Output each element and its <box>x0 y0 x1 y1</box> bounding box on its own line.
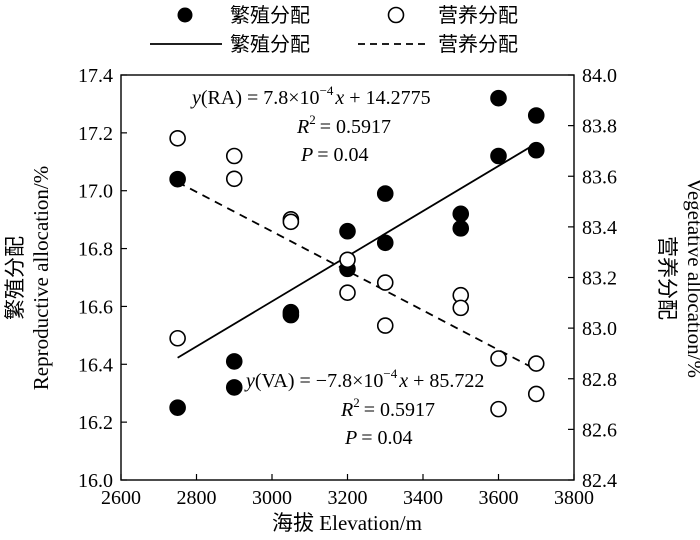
fit-lines <box>177 142 537 371</box>
left-y-tick-label: 16.0 <box>78 470 113 492</box>
ra-equation: y(RA) = 7.8×10−4 x + 14.2775 <box>190 83 431 109</box>
va-data-point <box>169 129 186 147</box>
va-r2: R2 = 0.5917 <box>340 395 435 421</box>
va-data-point <box>225 170 243 188</box>
right-y-tick-label: 83.4 <box>582 217 617 239</box>
va-p: P = 0.04 <box>344 427 413 449</box>
ra-data-point <box>490 147 507 165</box>
left-y-tick-label: 17.0 <box>78 181 113 203</box>
ra-data-point <box>225 379 243 396</box>
ra-data-point <box>452 220 470 237</box>
va-equation-block: y(VA) = −7.8×10−4 x + 85.722 R2 = 0.5917 P… <box>244 366 484 449</box>
va-data-point <box>452 299 470 317</box>
va-data-point <box>527 355 545 372</box>
left-y-axis-ticks: 16.0 16.2 16.4 16.6 16.8 17.0 17.2 17.4 <box>78 65 127 492</box>
left-y-tick-label: 16.6 <box>78 296 113 318</box>
left-y-axis-title-cn: 繁殖分配 <box>3 236 27 320</box>
va-data-point <box>376 317 394 334</box>
right-y-tick-label: 83.2 <box>582 268 617 290</box>
ra-data-point <box>169 399 186 416</box>
va-data-point <box>339 251 356 269</box>
ra-data-point <box>282 306 300 324</box>
ra-data-point <box>225 353 243 370</box>
ra-data-point <box>527 141 545 159</box>
ra-data-point <box>527 107 545 124</box>
left-y-tick-label: 16.4 <box>78 354 113 376</box>
ra-data-point <box>339 222 356 240</box>
ra-data-point <box>376 185 394 202</box>
x-tick-label: 2800 <box>177 487 217 509</box>
legend-va-marker <box>387 6 405 24</box>
va-equation: y(VA) = −7.8×10−4 x + 85.722 <box>244 366 484 392</box>
x-tick-label: 3200 <box>328 487 368 509</box>
right-y-tick-label: 83.8 <box>582 116 617 138</box>
ra-equation-block: y(RA) = 7.8×10−4 x + 14.2775 R2 = 0.5917 P… <box>190 83 431 166</box>
left-y-tick-label: 17.2 <box>78 123 113 145</box>
x-tick-label: 3400 <box>403 487 443 509</box>
right-y-tick-label: 82.8 <box>582 369 617 391</box>
ra-data-point <box>490 89 507 107</box>
right-y-axis-title-en: Vegetative allocation/% <box>683 178 700 378</box>
right-y-tick-label: 83.0 <box>582 318 617 340</box>
legend: 繁殖分配 营养分配 繁殖分配 营养分配 <box>150 4 518 56</box>
x-axis-ticks: 2600 2800 3000 3200 3400 3600 3800 <box>101 474 594 509</box>
legend-va-points-label: 营养分配 <box>438 4 518 27</box>
right-y-tick-label: 84.0 <box>582 65 617 87</box>
right-y-axis-title-cn: 营养分配 <box>655 236 679 320</box>
ra-data-point <box>452 205 470 223</box>
ra-data-point <box>376 234 394 252</box>
right-y-tick-label: 82.6 <box>582 419 617 441</box>
ra-p: P = 0.04 <box>300 144 369 166</box>
x-tick-label: 3000 <box>252 487 292 509</box>
va-data-point <box>490 350 507 367</box>
left-y-tick-label: 16.2 <box>78 412 113 434</box>
x-tick-label: 3800 <box>554 487 594 509</box>
va-data-point <box>376 274 394 291</box>
legend-ra-points-label: 繁殖分配 <box>230 4 310 27</box>
left-y-axis-title-en: Reproductive allocation/% <box>29 166 53 391</box>
x-axis-title: 海拔 Elevation/m <box>272 511 422 535</box>
va-fit-line <box>177 181 537 371</box>
legend-ra-marker <box>177 7 193 23</box>
va-data-point <box>339 284 356 301</box>
legend-ra-line-label: 繁殖分配 <box>230 33 310 56</box>
right-y-tick-label: 83.6 <box>582 166 617 188</box>
legend-va-line-label: 营养分配 <box>438 33 518 56</box>
data-points <box>169 89 545 418</box>
left-y-tick-label: 17.4 <box>78 65 113 87</box>
right-y-axis-ticks: 82.4 82.6 82.8 83.0 83.2 83.4 83.6 83.8 84.0 <box>568 65 617 492</box>
va-data-point <box>169 329 186 347</box>
va-data-point <box>527 385 545 403</box>
ra-fit-line <box>177 142 537 359</box>
right-y-tick-label: 82.4 <box>582 470 617 492</box>
va-data-point <box>225 147 243 165</box>
left-y-tick-label: 16.8 <box>78 239 113 261</box>
x-tick-label: 3600 <box>479 487 519 509</box>
ra-data-point <box>169 170 186 188</box>
va-data-point <box>282 213 300 231</box>
x-tick-label: 2600 <box>101 487 141 509</box>
ra-r2: R2 = 0.5917 <box>296 112 391 138</box>
va-data-point <box>490 400 507 418</box>
